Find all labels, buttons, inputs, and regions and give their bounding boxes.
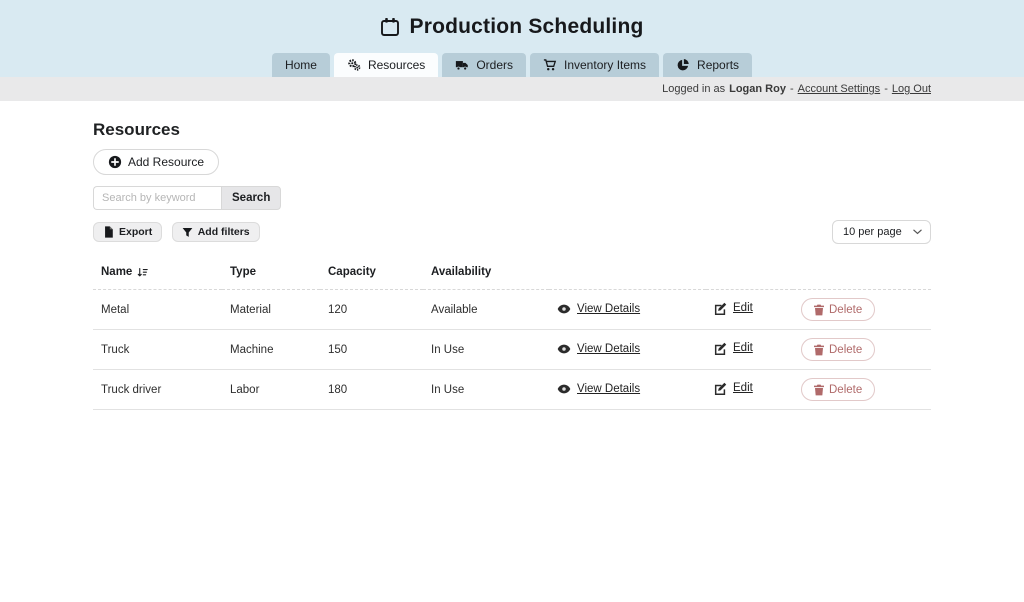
add-filters-button[interactable]: Add filters [171,222,260,242]
sort-icon [137,267,149,278]
calendar-icon [380,17,400,37]
gears-icon [347,58,361,72]
cell-availability: In Use [431,343,465,356]
edit-icon [714,382,727,395]
eye-icon [557,304,571,314]
trash-icon [814,304,824,316]
truck-icon [455,58,469,72]
trash-icon [814,384,824,396]
add-resource-label: Add Resource [128,155,205,169]
cell-capacity: 180 [328,383,348,396]
table-header-row: Name Type Capacity Availabil [93,257,931,290]
edit-label: Edit [733,382,753,394]
cell-name: Truck [101,343,130,356]
tab-reports-label: Reports [697,58,740,72]
username: Logan Roy [729,83,786,95]
tab-inventory-items[interactable]: Inventory Items [530,53,660,77]
edit-link[interactable]: Edit [714,382,753,395]
trash-icon [814,344,824,356]
filter-icon [182,227,193,238]
separator: - [884,83,888,95]
view-details-label: View Details [577,342,641,355]
main-content: Resources Add Resource Search Export [93,120,931,410]
view-details-link[interactable]: View Details [557,383,640,395]
export-button[interactable]: Export [93,221,163,242]
cart-icon [543,58,557,72]
edit-icon [714,342,727,355]
user-bar: Logged in as Logan Roy - Account Setting… [0,77,1024,101]
view-details-label: View Details [577,302,641,315]
add-filters-label: Add filters [197,226,250,238]
edit-label: Edit [733,302,753,314]
delete-button[interactable]: Delete [801,298,876,321]
plus-circle-icon [108,155,122,169]
cell-name: Truck driver [101,383,162,396]
eye-icon [557,384,571,394]
tab-reports[interactable]: Reports [663,53,753,77]
column-header-actions [549,257,706,290]
table-row: Metal Material 120 Available View Detail… [93,290,931,330]
app-header: Production Scheduling Home Resources [0,0,1024,77]
cell-availability: Available [431,303,478,316]
delete-label: Delete [829,383,863,396]
column-header-availability[interactable]: Availability [431,266,492,278]
add-resource-button[interactable]: Add Resource [93,149,220,175]
edit-icon [714,302,727,315]
delete-button[interactable]: Delete [801,378,876,401]
tab-resources[interactable]: Resources [333,53,439,77]
main-nav: Home Resources O [0,53,1024,77]
column-name-label: Name [101,266,133,278]
cell-capacity: 150 [328,343,348,356]
per-page-select[interactable]: 10 per page [832,220,931,244]
delete-label: Delete [829,343,863,356]
column-header-type[interactable]: Type [230,266,256,278]
edit-label: Edit [733,342,753,354]
view-details-link[interactable]: View Details [557,343,640,355]
search-bar: Search [93,186,931,210]
edit-link[interactable]: Edit [714,342,753,355]
cell-name: Metal [101,303,130,316]
tab-home-label: Home [284,58,317,72]
view-details-label: View Details [577,382,641,395]
per-page-select-wrap: 10 per page [832,220,931,244]
pie-chart-icon [676,58,690,72]
delete-button[interactable]: Delete [801,338,876,361]
table-row: Truck Machine 150 In Use View Details [93,330,931,370]
delete-label: Delete [829,303,863,316]
column-header-actions [706,257,793,290]
table-row: Truck driver Labor 180 In Use View Detai… [93,370,931,410]
column-header-name[interactable]: Name [93,257,222,290]
account-settings-link[interactable]: Account Settings [797,83,881,95]
export-label: Export [119,225,153,238]
eye-icon [557,344,571,354]
toolbar-left: Export Add filters [93,221,265,243]
tab-orders[interactable]: Orders [442,53,526,77]
log-out-link[interactable]: Log Out [891,83,931,95]
section-heading: Resources [93,120,180,139]
column-header-capacity[interactable]: Capacity [328,266,376,278]
logged-in-text: Logged in as [662,83,726,95]
cell-availability: In Use [431,383,465,396]
table-toolbar: Export Add filters 10 per page [93,220,931,244]
tab-resources-label: Resources [367,58,426,72]
cell-capacity: 120 [328,303,348,316]
tab-home[interactable]: Home [271,53,330,77]
column-header-actions [793,257,931,290]
separator: - [789,83,794,95]
resources-table: Name Type Capacity Availabil [93,257,931,410]
tab-inventory-items-label: Inventory Items [564,58,647,72]
cell-type: Machine [230,343,274,356]
page-title: Production Scheduling [409,15,644,38]
view-details-link[interactable]: View Details [557,303,640,315]
cell-type: Material [230,303,271,316]
search-input[interactable] [93,186,221,210]
cell-type: Labor [230,383,260,396]
edit-link[interactable]: Edit [714,302,753,315]
search-button[interactable]: Search [221,186,282,210]
tab-orders-label: Orders [476,58,513,72]
file-icon [103,225,114,238]
